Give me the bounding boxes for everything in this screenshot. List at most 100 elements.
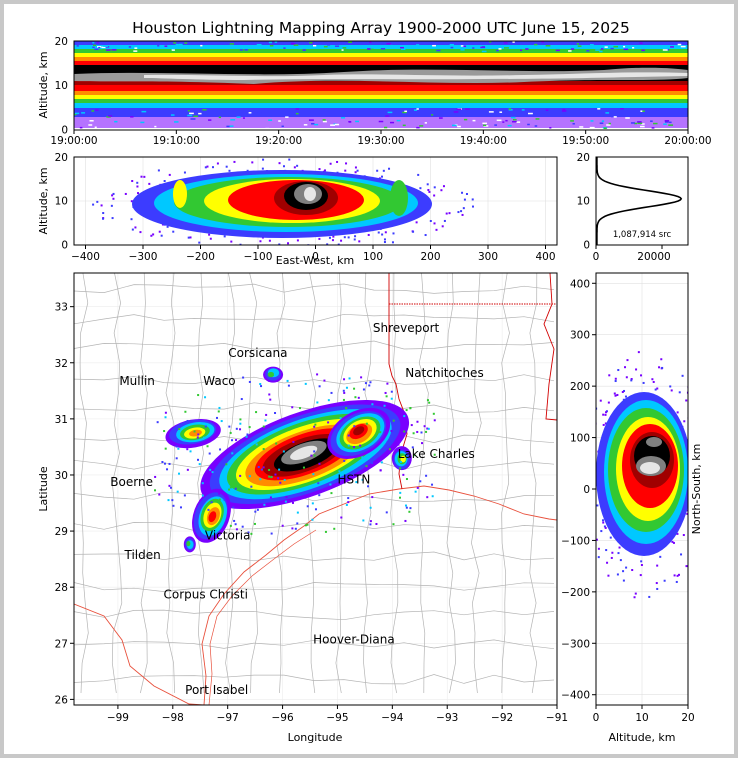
lightning-speckle [239, 428, 242, 431]
time-speckle-dot [589, 44, 594, 46]
lightning-speckle [298, 407, 301, 410]
ew-speckle-dot [442, 185, 445, 188]
map-x-tick-label: −99 [107, 712, 129, 724]
time-speckle-dot [601, 120, 605, 122]
ew-y-tick-0: 0 [61, 240, 68, 252]
lightning-speckle [253, 522, 256, 525]
ew-speckle-dot [216, 162, 219, 165]
ns-speckle-dot [640, 560, 643, 563]
ns-y-ticks: −400 −300 −200 −100 0 100 200 300 400 [561, 278, 596, 702]
lightning-speckle [241, 525, 244, 528]
lightning-speckle [369, 506, 372, 509]
time-speckle-dot [534, 125, 538, 127]
ns-speckle-dot [617, 552, 620, 555]
ns-altitude-panel: −400 −300 −200 −100 0 100 200 300 400 0 10 20 Al… [561, 272, 703, 744]
ns-speckle-dot [619, 559, 622, 562]
ns-speckle-dot [635, 368, 638, 371]
ew-speckle-dot [356, 169, 359, 172]
time-speckle-dot [545, 109, 549, 111]
time-speckle-dot [604, 46, 608, 48]
lightning-speckle [365, 422, 368, 425]
lma-figure: Houston Lightning Mapping Array 1900-200… [37, 19, 712, 744]
lightning-speckle [183, 494, 186, 497]
band-orange-up [74, 56, 688, 61]
time-speckle-dot [200, 44, 203, 47]
lightning-speckle [283, 478, 286, 481]
ns-speckle-dot [663, 579, 666, 582]
ew-speckle-dot [168, 173, 171, 176]
time-speckle-dot [98, 46, 101, 49]
lightning-speckle [166, 468, 169, 471]
lightning-speckle [186, 468, 189, 471]
band-orange-low [74, 90, 688, 95]
lightning-speckle [161, 461, 164, 464]
time-speckle-dot [402, 124, 406, 127]
lightning-speckle [423, 425, 426, 428]
lightning-speckle [419, 480, 422, 483]
ns-speckle-dot [589, 469, 591, 471]
time-speckle-dot [664, 121, 669, 123]
ns-y-tick-label: −400 [561, 690, 590, 702]
time-speckle-dot [108, 115, 113, 117]
time-speckle-dot [572, 123, 575, 125]
ew-speckle-dot [318, 168, 321, 171]
time-speckle-dot [386, 42, 392, 45]
ns-speckle-dot [693, 439, 695, 441]
time-speckle-dot [677, 43, 682, 46]
lightning-speckle [201, 482, 204, 485]
ew-speckle-dot [152, 233, 155, 236]
time-speckle-dot [561, 110, 567, 112]
time-speckle-dot [248, 112, 252, 114]
lightning-speckle [410, 424, 413, 427]
ew-speckle-dot [112, 197, 115, 200]
lightning-speckle [369, 381, 372, 384]
time-speckle-dot [424, 122, 427, 124]
lightning-speckle [336, 480, 339, 483]
time-speckle-dot [295, 112, 299, 115]
map-y-ticks: 26 27 28 29 30 31 32 33 [55, 302, 74, 706]
time-speckle-dot [312, 44, 317, 47]
time-speckle-dot [460, 49, 465, 51]
ns-speckle-dot [616, 573, 619, 576]
ns-y-tick-label: −200 [561, 587, 590, 599]
lightning-speckle [255, 443, 258, 446]
time-speckle-dot [340, 117, 346, 119]
lightning-speckle [416, 486, 419, 489]
time-x-tick-label: 19:20:00 [255, 135, 302, 147]
time-speckle-dot [494, 124, 498, 126]
lightning-speckle [154, 489, 157, 492]
ns-speckle-dot [623, 389, 626, 392]
ns-speckle-dot [604, 413, 607, 416]
time-speckle-dot [419, 125, 424, 127]
time-speckle-dot [290, 42, 294, 45]
time-speckle-dot [402, 111, 407, 114]
time-speckle-dot [76, 45, 79, 47]
time-x-ticks: 19:00:00 19:10:00 19:20:00 19:30:00 19:40:00… [50, 130, 712, 147]
lightning-speckle [304, 382, 307, 385]
ew-speckle-dot [223, 235, 226, 238]
time-speckle-dot [184, 42, 188, 44]
lightning-cell [391, 446, 412, 471]
lightning-speckle [318, 494, 321, 497]
time-x-tick-label: 19:00:00 [50, 135, 97, 147]
ns-speckle-dot [605, 411, 608, 414]
county-line [74, 283, 555, 294]
time-speckle-dot [193, 115, 199, 118]
time-speckle-dot [484, 112, 487, 114]
ew-speckle-dot [262, 158, 265, 161]
city-label: Mullin [119, 374, 155, 388]
time-speckle-dot [576, 43, 579, 45]
ew-xlabel: East-West, km [276, 254, 354, 267]
lightning-speckle [409, 407, 412, 410]
ns-y-tick-label: 200 [570, 381, 590, 393]
time-speckle-dot [341, 49, 344, 51]
ns-speckle-dot [618, 546, 621, 549]
county-boundaries [74, 273, 555, 694]
time-speckle-dot [390, 121, 395, 124]
time-x-tick-label: 19:40:00 [460, 135, 507, 147]
ew-speckle-dot [318, 237, 321, 240]
lightning-speckle [274, 412, 277, 415]
band-green-low [74, 98, 688, 103]
ew-y-tick-20: 20 [55, 152, 68, 164]
time-speckle-dot [460, 45, 464, 47]
